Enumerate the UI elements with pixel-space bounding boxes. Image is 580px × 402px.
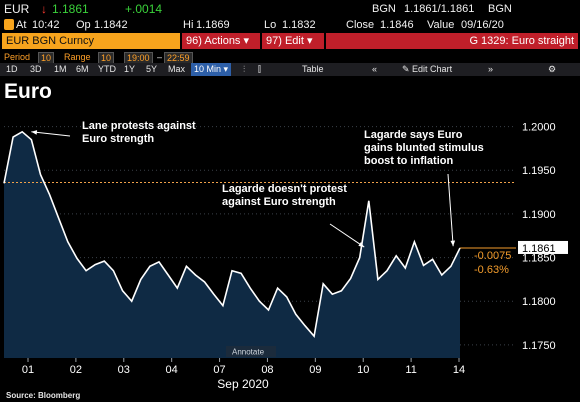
last-price: 1.1861 [52, 2, 89, 16]
x-tick-label: 04 [166, 364, 178, 376]
range-3d[interactable]: 3D [30, 64, 42, 74]
gear-icon[interactable]: ⚙ [548, 64, 557, 74]
price-area [4, 131, 460, 358]
annotation-text: boost to inflation [364, 155, 453, 167]
range-ytd[interactable]: YTD [98, 64, 116, 74]
y-tick-label: 1.1800 [522, 296, 556, 308]
x-tick-label: 11 [405, 364, 416, 376]
x-tick-label: 09 [309, 364, 321, 376]
range-1d[interactable]: 1D [6, 64, 18, 74]
prev-icon[interactable]: « [372, 64, 378, 74]
close-value: 1.1846 [380, 19, 414, 31]
x-tick-label: 03 [118, 364, 130, 376]
y-tick-label: 1.1750 [522, 340, 556, 352]
annotation-arrowhead [450, 240, 456, 247]
x-axis-label: Sep 2020 [217, 377, 269, 391]
value-label: Value [427, 19, 455, 31]
annotation-arrowhead [358, 242, 365, 248]
time-range-bar: 1D 3D 1M 6M YTD 1Y 5Y Max 10 Min ▾ ⫶ ⫿ T… [0, 63, 580, 76]
edit-menu[interactable]: 97) Edit ▾ [262, 33, 324, 49]
y-tick-label: 1.1950 [522, 165, 556, 177]
source-note: Source: Bloomberg [6, 391, 80, 400]
bid-ask: 1.1861/1.1861 [404, 3, 475, 15]
actions-number: 96) [186, 35, 202, 47]
close-label: Close [346, 19, 375, 31]
annotation-text: gains blunted stimulus [364, 142, 484, 154]
high-value: 1.1869 [196, 19, 230, 31]
last-price-box [518, 240, 568, 254]
x-tick-label: 14 [453, 364, 465, 376]
period-label: Period [4, 52, 31, 62]
net-change: +.0014 [125, 2, 163, 16]
security-name[interactable]: EUR BGN Curncy [2, 33, 180, 49]
range-5y[interactable]: 5Y [146, 64, 158, 74]
change-abs-label: -0.0075 [474, 250, 511, 262]
x-tick-label: 01 [22, 364, 34, 376]
range-1y[interactable]: 1Y [124, 64, 136, 74]
change-pct-label: -0.63% [474, 264, 509, 276]
open-label: Op [76, 19, 91, 31]
chart-title-box: G 1329: Euro straight [326, 33, 578, 49]
x-tick-label: 07 [213, 364, 225, 376]
annotate-label: Annotate [232, 348, 265, 357]
down-arrow-icon: ↓ [41, 2, 47, 16]
x-tick-label: 10 [357, 364, 369, 376]
price-source-2: BGN [488, 3, 512, 15]
annotation-arrowhead [31, 130, 38, 135]
annotation-text: against Euro strength [222, 196, 336, 208]
period-bar: Period 10 Range 10 19:00 – 22:59 [0, 51, 580, 64]
annotate-button[interactable] [226, 346, 276, 357]
annotation-text: Lagarde doesn't protest [222, 183, 347, 195]
action-toolbar: EUR BGN Curncy 96) Actions ▾ 97) Edit ▾ … [0, 33, 580, 50]
annotation-text: Euro strength [82, 133, 154, 145]
last-price-label: 1.1861 [522, 243, 556, 255]
y-tick-label: 1.2000 [522, 122, 556, 134]
x-axis: 01 02 03 04 07 08 09 10 11 14 [22, 358, 465, 376]
range-1m[interactable]: 1M [54, 64, 67, 74]
candle-icon[interactable]: ⫶ [243, 64, 246, 74]
edit-chart-label: Edit Chart [412, 64, 453, 74]
quote-bar: EUR ↓ 1.1861 +.0014 BGN 1.1861/1.1861 BG… [0, 0, 580, 18]
annotation-text: Lane protests against [82, 120, 196, 132]
ticker: EUR [4, 2, 30, 16]
price-line [3, 130, 461, 338]
value-date: 09/16/20 [461, 19, 504, 31]
y-axis: 1.2000 1.1950 1.1900 1.1850 1.1800 1.1750 [522, 122, 556, 352]
clock-icon [4, 19, 14, 30]
chart: Euro 1.2000 1.1950 1.1900 1.1850 1.1800 1.175… [3, 80, 568, 400]
actions-label: Actions [204, 35, 241, 47]
table-button[interactable]: Table [302, 64, 324, 74]
low-value: 1.1832 [282, 19, 316, 31]
y-tick-label: 1.1850 [522, 253, 556, 265]
annotation-arrow [447, 173, 454, 247]
interval-value: 10 Min [194, 64, 222, 74]
bar-icon[interactable]: ⫿ [258, 64, 261, 74]
chart-title: Euro [4, 80, 52, 103]
next-icon[interactable]: » [488, 64, 494, 74]
range-6m[interactable]: 6M [76, 64, 89, 74]
range-max[interactable]: Max [168, 64, 186, 74]
range-dash: – [157, 52, 163, 62]
annotation-arrow [329, 223, 365, 248]
range-label: Range [64, 52, 91, 62]
annotation-arrow [31, 131, 71, 137]
open-value: 1.1842 [94, 19, 128, 31]
range-input[interactable]: 10 [98, 52, 115, 64]
actions-menu[interactable]: 96) Actions ▾ [182, 33, 260, 49]
edit-chart-button[interactable]: ✎ Edit Chart [402, 64, 453, 74]
quote-time: 10:42 [32, 19, 60, 31]
edit-label: Edit [284, 35, 304, 47]
high-label: Hi [183, 19, 194, 31]
x-tick-label: 08 [261, 364, 273, 376]
at-label: At [16, 19, 27, 31]
y-tick-label: 1.1900 [522, 209, 556, 221]
stats-bar: At 10:42 Op 1.1842 Hi 1.1869 Lo 1.1832 C… [0, 18, 580, 32]
interval-select[interactable]: 10 Min ▾ [191, 63, 232, 76]
price-source: BGN [372, 3, 396, 15]
annotation-text: Lagarde says Euro [364, 129, 463, 141]
low-label: Lo [264, 19, 277, 31]
edit-number: 97) [266, 35, 282, 47]
x-tick-label: 02 [70, 364, 82, 376]
